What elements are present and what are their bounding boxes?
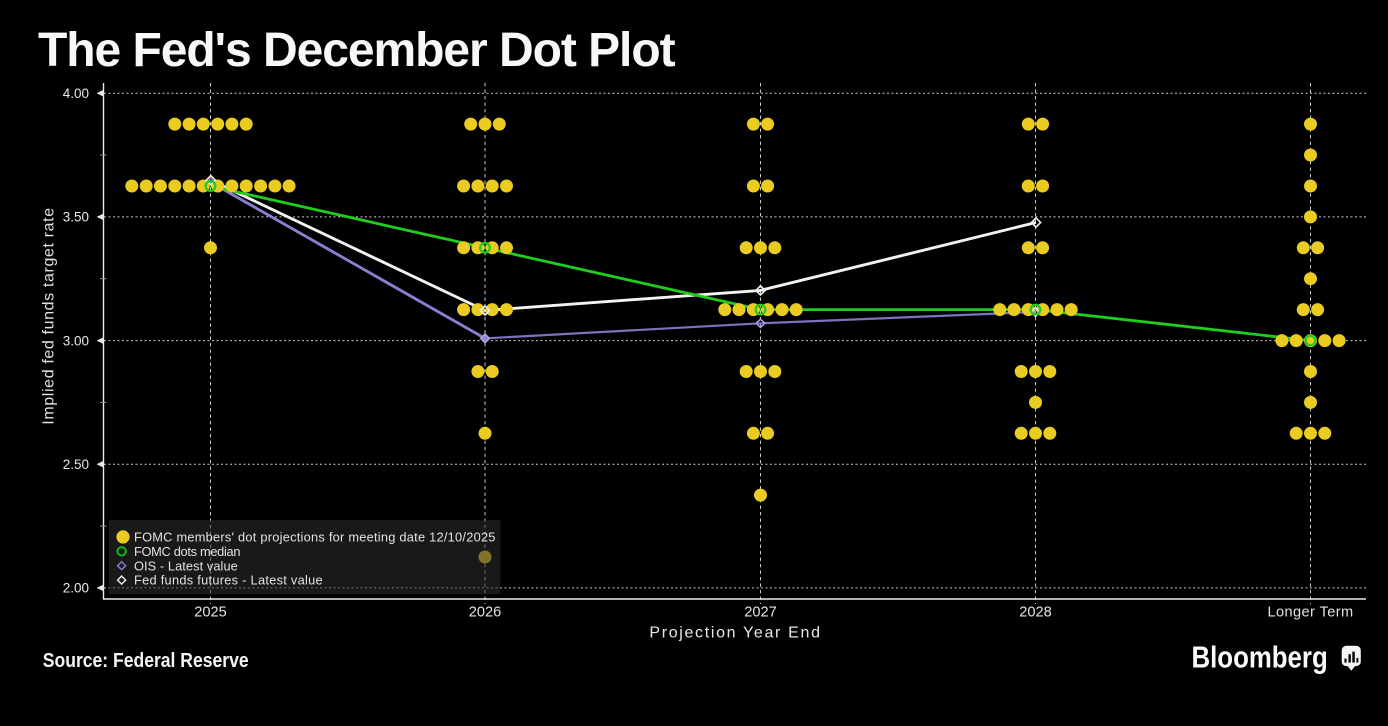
svg-text:2025: 2025	[194, 605, 226, 621]
svg-text:The Fed's December Dot Plot: The Fed's December Dot Plot	[38, 24, 676, 77]
svg-text:Bloomberg: Bloomberg	[1192, 640, 1328, 675]
svg-text:2026: 2026	[469, 605, 501, 621]
svg-text:Projection Year End: Projection Year End	[649, 625, 821, 642]
svg-text:Fed funds futures - Latest val: Fed funds futures - Latest value	[134, 573, 323, 588]
svg-text:Longer Term: Longer Term	[1267, 605, 1353, 621]
svg-text:2.50: 2.50	[63, 457, 89, 472]
svg-text:2027: 2027	[744, 605, 776, 621]
svg-text:FOMC members' dot projections: FOMC members' dot projections for meetin…	[134, 530, 496, 545]
svg-text:Source: Federal Reserve: Source: Federal Reserve	[43, 650, 249, 672]
svg-text:2.00: 2.00	[63, 581, 89, 596]
svg-text:FOMC dots median: FOMC dots median	[134, 544, 240, 559]
svg-text:OIS - Latest value: OIS - Latest value	[134, 558, 238, 573]
svg-text:3.00: 3.00	[63, 333, 89, 348]
svg-text:4.00: 4.00	[63, 86, 89, 101]
svg-text:Implied fed funds target rate: Implied fed funds target rate	[41, 207, 58, 425]
svg-text:3.50: 3.50	[63, 210, 89, 225]
svg-text:2028: 2028	[1019, 605, 1051, 621]
